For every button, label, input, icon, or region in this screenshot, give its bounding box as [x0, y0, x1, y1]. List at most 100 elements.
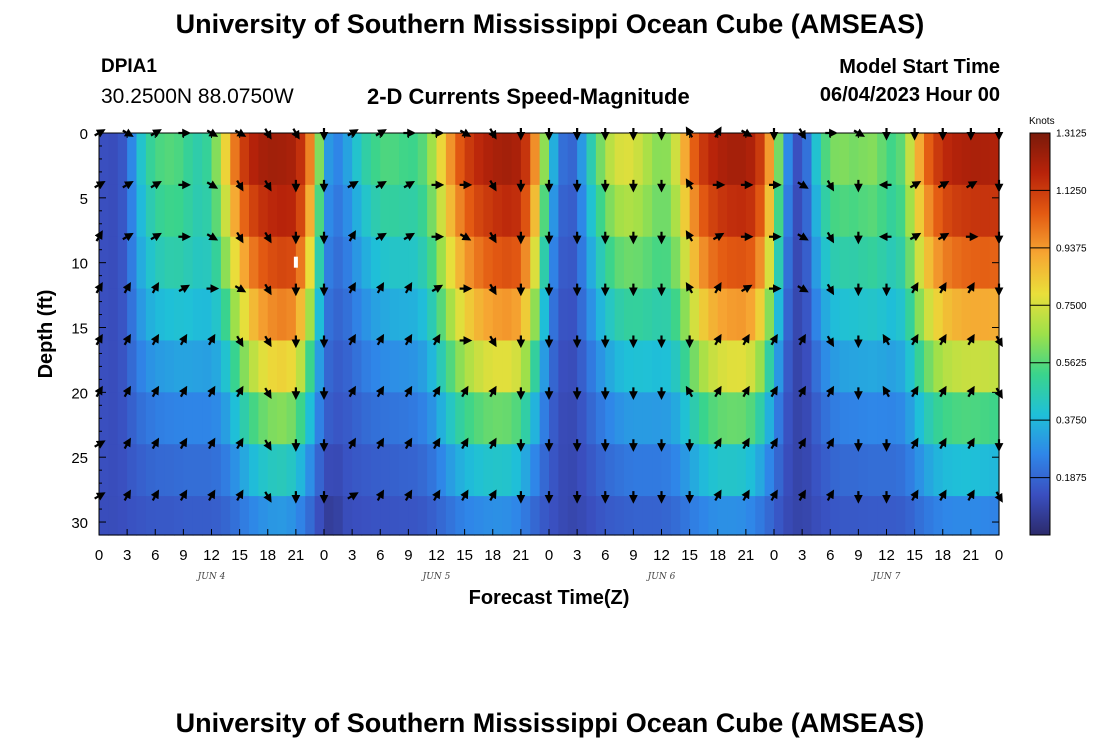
heatmap-cell [220, 133, 231, 186]
heatmap-cell [483, 236, 494, 290]
heatmap-cell [108, 444, 119, 497]
heatmap-cell [764, 288, 775, 342]
heatmap-cell [174, 392, 184, 445]
current-vector-arrow [797, 437, 806, 450]
heatmap-cell [558, 496, 569, 536]
heatmap-cell [286, 133, 297, 186]
current-vector-arrow [740, 284, 753, 293]
heatmap-cell [567, 184, 578, 238]
heatmap-cell [567, 133, 578, 186]
heatmap-cell [342, 184, 353, 238]
heatmap-cell [549, 236, 559, 290]
heatmap-cell [830, 496, 841, 536]
current-vector-arrow [403, 333, 413, 346]
heatmap-cell [792, 496, 803, 536]
heatmap-cell [427, 340, 438, 393]
heatmap-cell [858, 236, 869, 290]
current-vector-arrow [178, 333, 188, 346]
current-vector-arrow [150, 437, 160, 450]
heatmap-cell [774, 288, 784, 342]
heatmap-cell [708, 496, 719, 536]
heatmap-cell [249, 496, 259, 536]
heatmap-cell [867, 392, 878, 445]
x-axis-title: Forecast Time(Z) [469, 587, 630, 609]
heatmap-cell [624, 236, 634, 290]
heatmap-cell [333, 496, 344, 536]
heatmap-cell [108, 288, 119, 342]
heatmap-cell [370, 496, 381, 536]
heatmap-cell [164, 133, 175, 186]
heatmap-cell [792, 184, 803, 238]
heatmap-cell [305, 236, 316, 290]
heatmap-cell [652, 496, 663, 536]
heatmap-cell [558, 133, 569, 186]
heatmap-cell [136, 340, 147, 393]
heatmap-cell [689, 133, 700, 186]
heatmap-cell [942, 133, 953, 186]
current-vector-arrow [460, 489, 469, 501]
axes: 0 3 6 9 12 15 18 21 0 3 6 9 12 15 18 21 0 3 6 9 12 15 18 21 0 3 6 9… [71, 126, 1003, 582]
heatmap-cell [127, 444, 138, 497]
heatmap-cell [661, 288, 672, 342]
current-vector-arrow [488, 335, 497, 348]
current-vector-arrow [712, 232, 725, 242]
heatmap-cell [792, 444, 803, 497]
heatmap-cell [952, 444, 963, 497]
heatmap-cell [202, 340, 213, 393]
heatmap-cell [699, 340, 709, 393]
heatmap-cell [614, 340, 625, 393]
heatmap-cell [211, 184, 222, 238]
heatmap-cell [577, 236, 588, 290]
heatmap-cell [905, 133, 916, 186]
heatmap-cell [783, 444, 794, 497]
heatmap-cell [117, 133, 128, 186]
heatmap-cell [502, 133, 513, 186]
heatmap-cell [886, 444, 897, 497]
heatmap-cell [970, 392, 981, 445]
heatmap-cell [164, 184, 175, 238]
heatmap-cell [295, 184, 306, 238]
heatmap-cell [989, 444, 1000, 497]
heatmap-cell [333, 340, 344, 393]
heatmap-cell [192, 288, 203, 342]
heatmap-cell [670, 392, 681, 445]
heatmap-cell [286, 496, 297, 536]
heatmap-cell [755, 133, 766, 186]
heatmap-cell [464, 392, 475, 445]
heatmap-cell [333, 288, 344, 342]
heatmap-cell [699, 288, 709, 342]
heatmap-cell [361, 496, 372, 536]
heatmap-cell [127, 340, 138, 393]
heatmap-cell [736, 444, 747, 497]
heatmap-cell [127, 288, 138, 342]
heatmap-cell [577, 496, 588, 536]
heatmap-cell [164, 236, 175, 290]
x-tick-label: 15 [906, 547, 923, 564]
current-vector-arrow [966, 437, 975, 450]
heatmap-cell [867, 133, 878, 186]
heatmap-cell [155, 340, 166, 393]
current-vector-arrow [685, 385, 695, 398]
heatmap-cell [942, 236, 953, 290]
heatmap-cell [774, 392, 784, 445]
heatmap-cell [727, 444, 738, 497]
heatmap-cell [736, 496, 747, 536]
heatmap-cell [708, 184, 719, 238]
y-axis-title: Depth (ft) [35, 290, 57, 379]
heatmap-cell [952, 496, 963, 536]
heatmap-cell [558, 236, 569, 290]
heatmap-cell [980, 184, 991, 238]
heatmap-cell [417, 184, 428, 238]
heatmap-cell [145, 184, 156, 238]
heatmap-cell [324, 340, 334, 393]
heatmap-cell [492, 444, 503, 497]
heatmap-cell [511, 133, 522, 186]
heatmap-cell [605, 340, 616, 393]
heatmap-cell [858, 444, 869, 497]
current-vector-arrow [347, 230, 356, 242]
heatmap-cell [961, 340, 972, 393]
heatmap-cell [558, 444, 569, 497]
heatmap-cell [802, 496, 813, 536]
x-tick-label: 21 [513, 547, 530, 564]
heatmap-cell [324, 444, 334, 497]
